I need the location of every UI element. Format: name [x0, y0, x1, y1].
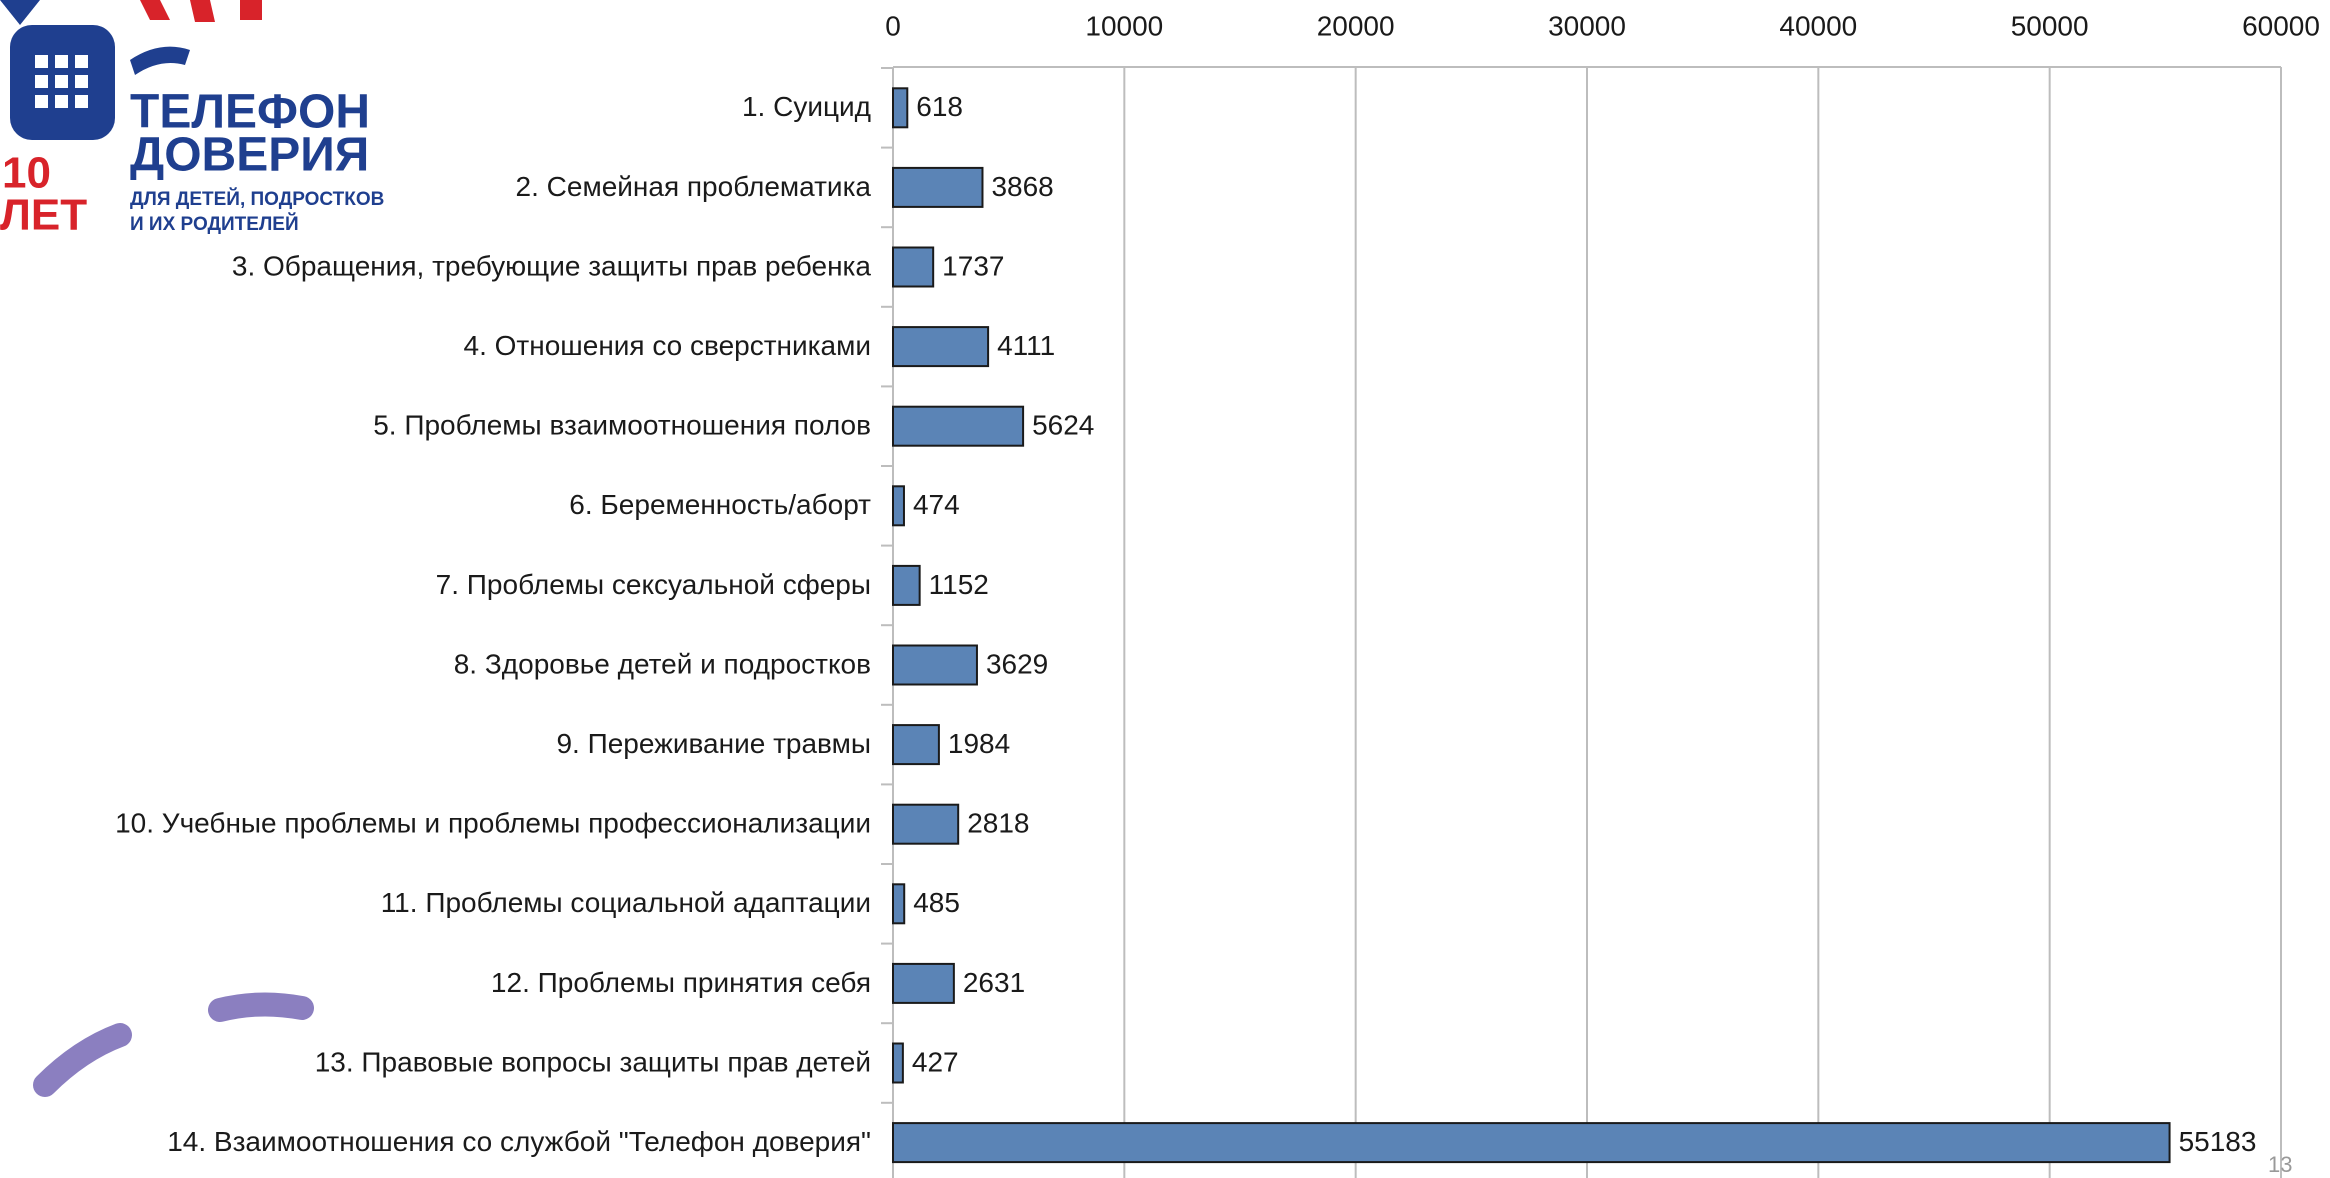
bar: [892, 724, 940, 766]
category-label: 10. Учебные проблемы и проблемы професси…: [115, 808, 871, 839]
category-label: 3. Обращения, требующие защиты прав ребе…: [232, 250, 872, 281]
decor-stroke: [208, 992, 314, 1022]
value-label: 1737: [942, 250, 1004, 281]
bar: [892, 166, 984, 208]
logo-badge-word: ЛЕТ: [0, 191, 87, 240]
page-number: 13: [2268, 1152, 2292, 1177]
category-label: 1. Суицид: [742, 91, 871, 122]
value-label: 618: [916, 91, 963, 122]
logo-subtitle: ДЛЯ ДЕТЕЙ, ПОДРОСТКОВ: [130, 188, 384, 210]
value-label: 3868: [991, 171, 1053, 202]
value-label: 485: [913, 887, 960, 918]
category-label: 13. Правовые вопросы защиты прав детей: [315, 1046, 871, 1077]
value-label: 55183: [2179, 1126, 2257, 1157]
logo-keypad: [35, 55, 88, 108]
value-label: 2818: [967, 808, 1029, 839]
x-tick-label: 30000: [1548, 10, 1626, 41]
logo-title: ДОВЕРИЯ: [130, 129, 369, 182]
bar: [892, 803, 960, 845]
bar: [892, 1042, 904, 1084]
logo-subtitle: И ИХ РОДИТЕЛЕЙ: [130, 213, 299, 235]
category-label: 11. Проблемы социальной адаптации: [381, 887, 871, 918]
logo-stroke: [130, 46, 190, 75]
bar: [892, 883, 906, 925]
bar: [892, 962, 955, 1004]
logo-badge-number: 10: [2, 149, 51, 198]
value-label: 2631: [963, 967, 1025, 998]
category-label: 7. Проблемы сексуальной сферы: [436, 569, 871, 600]
x-tick-label: 40000: [1779, 10, 1857, 41]
value-label: 5624: [1032, 410, 1094, 441]
x-tick-label: 60000: [2242, 10, 2320, 41]
value-label: 474: [913, 489, 960, 520]
decoration: [33, 992, 314, 1097]
value-label: 4111: [997, 330, 1055, 361]
value-label: 1984: [948, 728, 1010, 759]
bar: [892, 246, 935, 288]
logo-fingers: [140, 0, 262, 22]
chart: 0 10000 20000 30000 40000 50000 60000 1. Суицид…: [115, 10, 2320, 1178]
bar: [892, 564, 921, 606]
category-label: 6. Беременность/аборт: [569, 489, 871, 520]
value-label: 1152: [929, 569, 989, 600]
bar: [892, 405, 1025, 447]
bar: [892, 644, 978, 686]
category-label: 4. Отношения со сверстниками: [464, 330, 871, 361]
x-tick-label: 10000: [1085, 10, 1163, 41]
value-label: 427: [912, 1046, 959, 1077]
value-label: 3629: [986, 648, 1048, 679]
bar: [892, 1122, 2171, 1164]
x-tick-label: 0: [885, 10, 901, 41]
category-label: 12. Проблемы принятия себя: [491, 967, 871, 998]
logo-hand-top: [0, 0, 40, 25]
bar: [892, 87, 909, 129]
category-label: 9. Переживание травмы: [556, 728, 871, 759]
category-label: 2. Семейная проблематика: [516, 171, 872, 202]
logo: ТЕЛЕФОН ДОВЕРИЯ ДЛЯ ДЕТЕЙ, ПОДРОСТКОВ И …: [0, 0, 384, 240]
category-label: 5. Проблемы взаимоотношения полов: [373, 410, 871, 441]
logo-title: ТЕЛЕФОН: [130, 86, 370, 139]
category-label: 14. Взаимоотношения со службой "Телефон …: [167, 1126, 871, 1157]
decor-stroke: [33, 1023, 132, 1097]
x-tick-label: 50000: [2011, 10, 2089, 41]
x-tick-label: 20000: [1317, 10, 1395, 41]
bar: [892, 326, 990, 368]
category-label: 8. Здоровье детей и подростков: [454, 648, 871, 679]
bar: [892, 485, 905, 527]
